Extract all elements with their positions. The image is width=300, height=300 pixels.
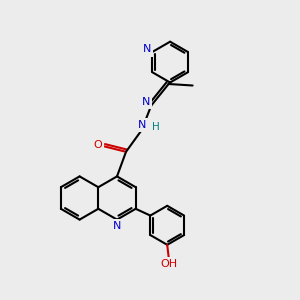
- Text: N: N: [143, 44, 151, 55]
- Text: H: H: [152, 122, 160, 132]
- Text: O: O: [93, 140, 102, 150]
- Text: OH: OH: [160, 259, 177, 269]
- Text: N: N: [113, 221, 121, 231]
- Text: N: N: [137, 120, 146, 130]
- Text: N: N: [142, 97, 150, 107]
